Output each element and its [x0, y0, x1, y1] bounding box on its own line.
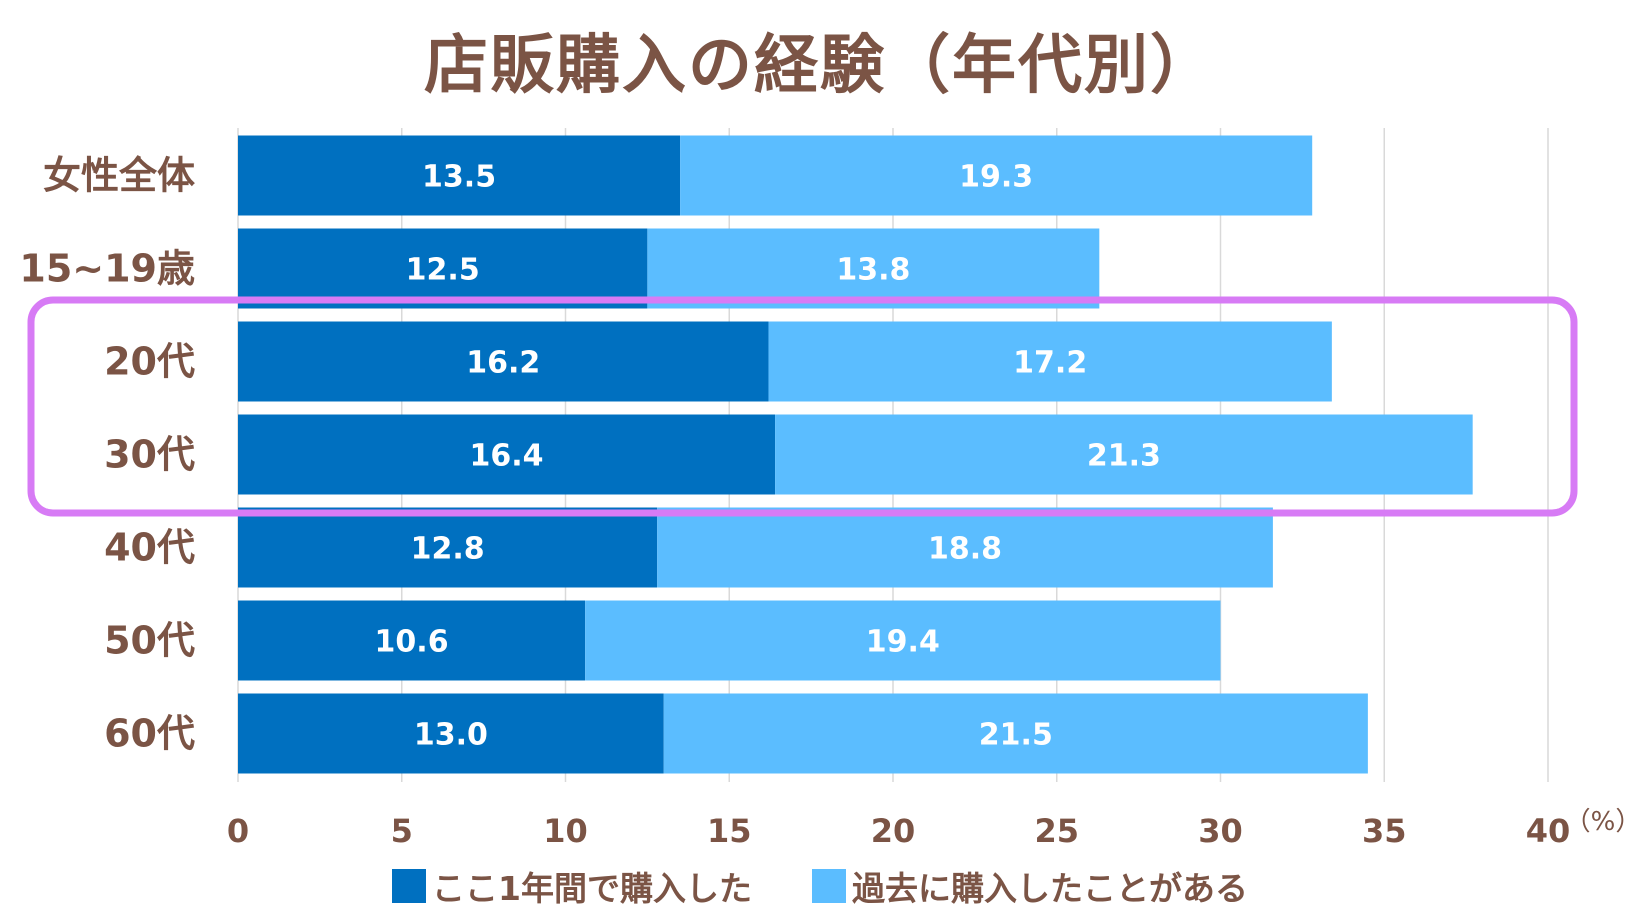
- data-label: 16.2: [466, 346, 540, 381]
- x-tick-label: 10: [543, 812, 588, 850]
- x-tick-label: 0: [227, 812, 249, 850]
- data-label: 13.8: [836, 253, 910, 288]
- data-label: 21.5: [979, 718, 1053, 753]
- category-label: 50代: [104, 619, 195, 663]
- x-tick-label: 20: [871, 812, 916, 850]
- legend-swatch-recent: [392, 869, 427, 903]
- bar-segment: [657, 507, 1273, 588]
- bar-segment: [680, 135, 1313, 216]
- bar-segment: [768, 321, 1332, 402]
- bar-segment: [238, 135, 681, 216]
- legend-item-recent: ここ1年間で購入した: [392, 862, 752, 910]
- bar-segment: [585, 600, 1221, 681]
- bar-segment: [238, 228, 648, 309]
- data-label: 16.4: [470, 439, 544, 474]
- data-label: 10.6: [375, 625, 449, 660]
- category-label: 15~19歳: [19, 247, 195, 291]
- legend-item-past: 過去に購入したことがある: [811, 862, 1248, 910]
- legend: ここ1年間で購入した 過去に購入したことがある: [0, 862, 1640, 910]
- bar-segment: [238, 321, 769, 402]
- data-label: 13.5: [422, 160, 496, 195]
- category-label: 女性全体: [43, 154, 195, 198]
- highlight-box: [27, 296, 1578, 517]
- bar-segment: [647, 228, 1100, 309]
- x-unit-label: （%）: [1565, 807, 1640, 837]
- legend-label-past: 過去に購入したことがある: [851, 869, 1248, 908]
- data-label: 19.3: [959, 160, 1033, 195]
- bar-segment: [238, 693, 664, 774]
- data-label: 17.2: [1013, 346, 1087, 381]
- category-label: 40代: [104, 526, 195, 570]
- legend-swatch-past: [811, 869, 846, 903]
- category-label: 30代: [104, 433, 195, 477]
- data-label: 13.0: [414, 718, 488, 753]
- x-tick-label: 25: [1034, 812, 1079, 850]
- x-tick-label: 15: [707, 812, 752, 850]
- data-label: 21.3: [1087, 439, 1161, 474]
- data-label: 19.4: [866, 625, 940, 660]
- bar-segment: [238, 507, 658, 588]
- bar-segment: [238, 600, 586, 681]
- x-tick-label: 35: [1362, 812, 1407, 850]
- legend-label-recent: ここ1年間で購入した: [432, 869, 752, 908]
- data-label: 18.8: [928, 532, 1002, 567]
- x-tick-label: 5: [391, 812, 413, 850]
- x-tick-label: 40: [1526, 812, 1571, 850]
- category-label: 60代: [104, 712, 195, 756]
- bar-segment: [238, 414, 776, 495]
- bar-segment: [663, 693, 1368, 774]
- category-label: 20代: [104, 340, 195, 384]
- data-label: 12.5: [406, 253, 480, 288]
- data-label: 12.8: [411, 532, 485, 567]
- bar-segment: [775, 414, 1473, 495]
- x-tick-label: 30: [1198, 812, 1243, 850]
- chart-title: 店販購入の経験（年代別）: [424, 29, 1216, 103]
